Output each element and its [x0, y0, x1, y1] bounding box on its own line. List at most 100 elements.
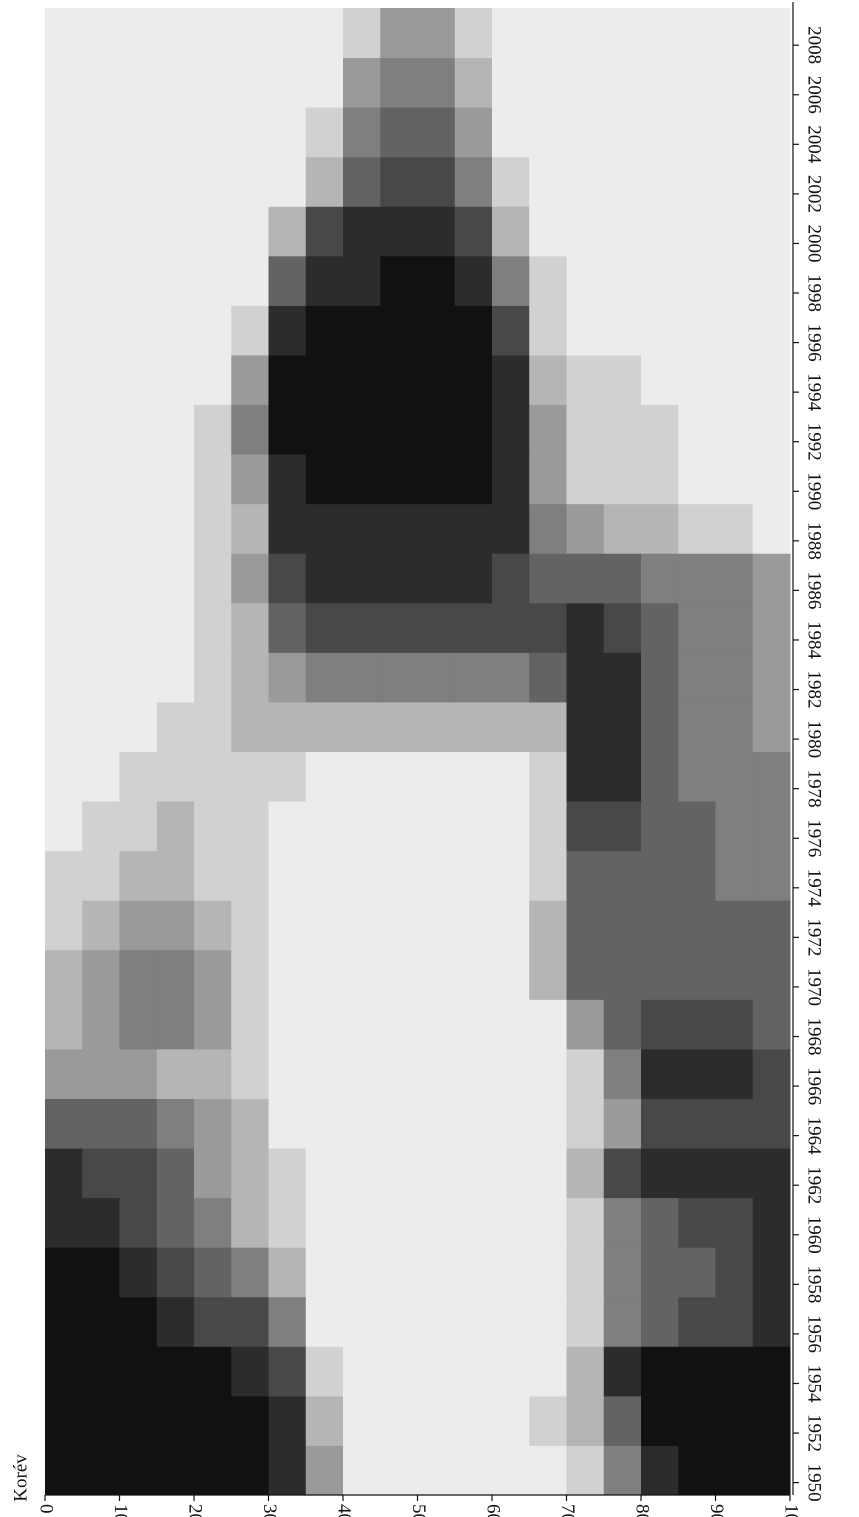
heat-cell: [454, 850, 493, 901]
heat-cell: [641, 999, 679, 1050]
heat-cell: [82, 454, 120, 505]
heat-cell: [305, 404, 344, 455]
heat-cell: [156, 503, 195, 554]
heat-cell: [305, 602, 344, 653]
y-tick-label: 1984: [804, 621, 825, 660]
heat-cell: [752, 1395, 791, 1446]
heat-cell: [194, 1395, 232, 1446]
heat-cell: [641, 1197, 679, 1248]
heat-cell: [529, 751, 567, 802]
heat-cell: [417, 751, 456, 802]
heat-cell: [380, 1197, 418, 1248]
heat-cell: [417, 602, 456, 653]
heat-cell: [566, 1395, 605, 1446]
heat-cell: [529, 1098, 567, 1149]
heat-cell: [305, 255, 344, 306]
heat-cell: [715, 404, 754, 455]
heat-cell: [492, 404, 530, 455]
heat-cell: [678, 404, 716, 455]
heat-cell: [343, 1197, 381, 1248]
heat-cell: [45, 1197, 83, 1248]
heat-cell: [641, 57, 679, 108]
heat-cell: [119, 1048, 158, 1099]
heat-cell: [529, 503, 567, 554]
heat-cell: [119, 1247, 158, 1298]
heat-cell: [380, 503, 418, 554]
heat-cell: [715, 1098, 754, 1149]
heat-cell: [566, 503, 605, 554]
heat-cell: [566, 602, 605, 653]
heat-cell: [45, 900, 83, 951]
heat-cell: [492, 1247, 530, 1298]
heat-cell: [305, 8, 344, 59]
heat-cell: [417, 701, 456, 752]
heat-cell: [194, 553, 232, 604]
heat-cell: [641, 652, 679, 703]
heat-cell: [417, 553, 456, 604]
heat-cell: [641, 305, 679, 356]
heat-cell: [119, 305, 158, 356]
heat-cell: [454, 602, 493, 653]
heat-cell: [641, 156, 679, 207]
heat-cell: [45, 602, 83, 653]
heat-cell: [343, 57, 381, 108]
y-tick-label: 1954: [804, 1364, 825, 1403]
heat-cell: [119, 701, 158, 752]
y-tick-label: 1986: [804, 571, 825, 609]
heat-cell: [45, 255, 83, 306]
heat-cell: [603, 801, 642, 852]
heat-cell: [268, 1197, 307, 1248]
heat-cell: [268, 1148, 307, 1199]
heat-cell: [417, 57, 456, 108]
heat-cell: [752, 1197, 791, 1248]
heat-cell: [603, 949, 642, 1000]
heat-cell: [752, 701, 791, 752]
heat-cell: [305, 701, 344, 752]
heat-cell: [715, 1048, 754, 1099]
y-tick-label: 1988: [804, 522, 825, 560]
heat-cell: [678, 454, 716, 505]
heat-cell: [752, 850, 791, 901]
heat-cell: [454, 751, 493, 802]
heat-cell: [45, 1445, 83, 1496]
heat-cell: [380, 850, 418, 901]
heat-cell: [454, 255, 493, 306]
heat-cell: [417, 255, 456, 306]
heat-cell: [45, 1247, 83, 1298]
heat-cell: [231, 1148, 269, 1199]
heat-cell: [603, 553, 642, 604]
heat-cell: [492, 801, 530, 852]
heat-cell: [603, 8, 642, 59]
heat-cell: [678, 602, 716, 653]
heat-cell: [566, 404, 605, 455]
heat-cell: [492, 8, 530, 59]
heat-cell: [454, 999, 493, 1050]
heat-cell: [82, 1346, 120, 1397]
heat-cell: [45, 553, 83, 604]
heat-cell: [82, 949, 120, 1000]
heat-cell: [343, 255, 381, 306]
heat-cell: [529, 1148, 567, 1199]
heat-cell: [268, 156, 307, 207]
heat-cell: [156, 454, 195, 505]
heat-cell: [156, 801, 195, 852]
heat-cell: [454, 454, 493, 505]
heat-cell: [194, 454, 232, 505]
y-axis-title: Korév: [10, 1454, 31, 1502]
heat-cell: [156, 999, 195, 1050]
heat-cell: [194, 602, 232, 653]
heat-cell: [752, 801, 791, 852]
heat-cell: [529, 1395, 567, 1446]
heat-cell: [380, 1296, 418, 1347]
x-tick-label: 80: [632, 1504, 653, 1517]
heat-cell: [343, 949, 381, 1000]
heat-cell: [194, 1346, 232, 1397]
heat-cell: [641, 900, 679, 951]
heat-cell: [752, 8, 791, 59]
heat-cell: [454, 1048, 493, 1099]
heat-cell: [454, 1197, 493, 1248]
y-tick-label: 1982: [804, 671, 825, 709]
heat-cell: [529, 801, 567, 852]
heat-cell: [529, 553, 567, 604]
heat-cell: [417, 1395, 456, 1446]
